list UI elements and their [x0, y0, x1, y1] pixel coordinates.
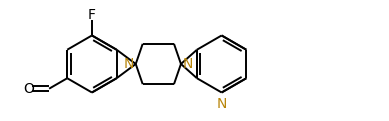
- Text: O: O: [23, 82, 34, 96]
- Text: F: F: [88, 8, 96, 22]
- Text: N: N: [183, 57, 193, 71]
- Text: N: N: [124, 57, 134, 71]
- Text: N: N: [216, 97, 227, 111]
